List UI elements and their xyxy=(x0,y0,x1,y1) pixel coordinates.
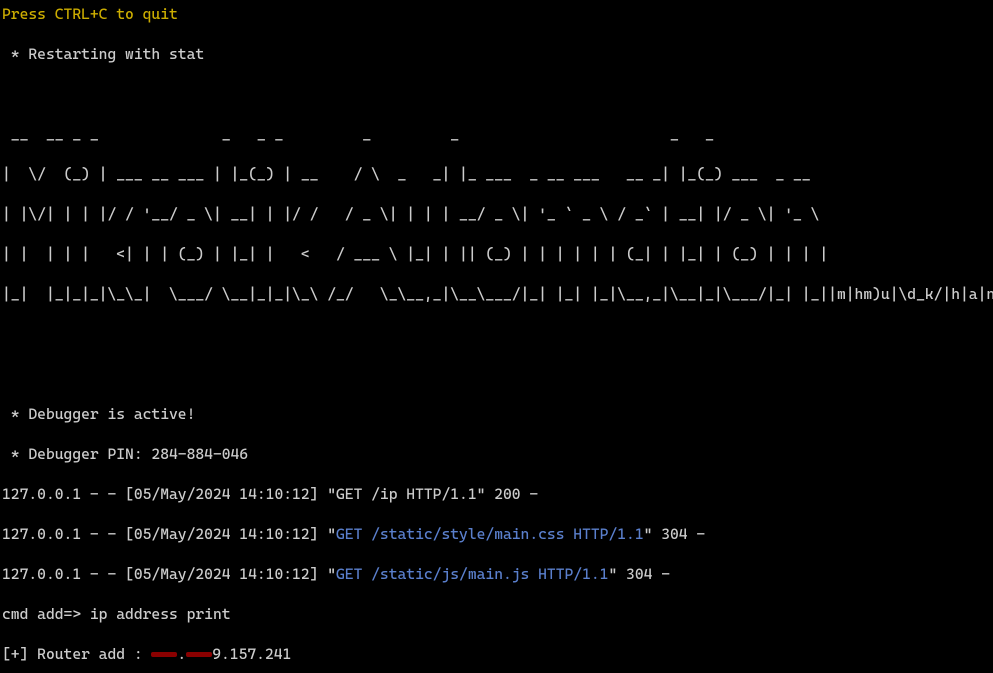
http-log-line: 127.0.0.1 - - [05/May/2024 14:10:12] "GE… xyxy=(2,564,991,584)
restart-line: * Restarting with stat xyxy=(2,44,991,64)
router-add-line: [+] Router add : .9.157.241 xyxy=(2,644,991,664)
ascii-art-row: | | | | | <| | | (_) | |_| | < / ___ \ |… xyxy=(2,244,991,264)
terminal-output: Press CTRL+C to quit * Restarting with s… xyxy=(0,0,993,673)
hint-line: Press CTRL+C to quit xyxy=(2,4,991,24)
http-log-line: 127.0.0.1 - - [05/May/2024 14:10:12] "GE… xyxy=(2,524,991,544)
http-log-line: 127.0.0.1 - - [05/May/2024 14:10:12] "GE… xyxy=(2,484,991,504)
debugger-pin: * Debugger PIN: 284-884-046 xyxy=(2,444,991,464)
redacted-ip-segment xyxy=(186,652,212,657)
cmd-line: cmd add=> ip address print xyxy=(2,604,991,624)
ascii-art-row: |_| |_|_|_|\_\_| \___/ \__|_|_|\_\ /_/ \… xyxy=(2,284,991,304)
ascii-art-row: | |\/| | | |/ / '__/ _ \| __| | |/ / / _… xyxy=(2,204,991,224)
ascii-art-row: | \/ (_) | ___ __ ___ | |_(_) | __ / \ _… xyxy=(2,164,991,184)
debugger-active: * Debugger is active! xyxy=(2,404,991,424)
redacted-ip-segment xyxy=(151,652,177,657)
ascii-art-row: __ __ _ _ _ _ _ _ _ _ _ xyxy=(2,124,991,144)
